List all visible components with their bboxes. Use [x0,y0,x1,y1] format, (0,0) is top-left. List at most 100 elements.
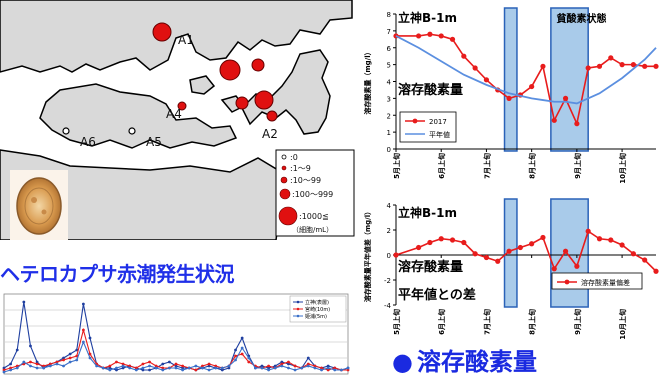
red-tide-map: A1 A2 A4 A5 A6 :0 :1～9 :10～99 :100～999 :… [0,0,360,241]
data-point [227,364,231,368]
legend-label: :10～99 [290,176,321,185]
data-point [529,83,535,90]
do-caption: ● 溶存酸素量 [392,342,537,377]
legend-marker [296,307,300,311]
data-point [346,366,350,370]
data-point [483,77,490,83]
data-point [174,364,178,368]
data-point [141,366,145,370]
data-point [551,266,557,272]
legend-label: :100～999 [292,190,333,199]
legend-marker [412,118,418,124]
cell-density-chart: 立神(表層) 宮崎(10m) 姫浦(5m) [0,288,352,382]
x-tick-label: 6月上旬 [437,309,446,335]
data-point [62,358,65,362]
station-label: A5 [146,135,162,149]
y-tick-label: 3 [387,95,391,103]
island-1 [189,75,216,95]
data-point [240,336,244,340]
data-point [240,352,244,356]
data-point [293,364,297,368]
legend-unit: （細胞/mL） [292,225,333,234]
legend-label: 立神(表層) [305,299,329,306]
data-point [234,358,237,362]
shaded-region [550,7,589,152]
data-point [121,366,125,370]
data-point [653,268,659,274]
data-point [35,360,39,364]
data-point [22,360,26,364]
data-point [128,366,132,370]
data-point [68,352,72,356]
data-point [81,302,85,306]
data-point [115,368,118,372]
data-point [214,366,218,370]
data-point [29,360,32,364]
data-point [306,356,310,360]
data-point [68,360,72,364]
legend-marker [564,279,570,285]
data-point [42,364,46,368]
x-tick-label: 5月上旬 [392,309,401,335]
data-point [42,366,46,370]
legend-marker [296,300,300,304]
data-point [562,248,569,254]
y-tick-label: 4 [387,202,392,210]
data-point [207,368,211,372]
x-tick-label: 10月上旬 [618,153,627,184]
data-point [280,364,284,368]
data-point [472,65,478,71]
data-point [148,368,151,372]
do-chart-top: 0 1 2 3 4 5 6 7 8 5月上旬 6月上旬 7月上旬 8月上旬 9月上旬 10月上旬 溶存酸素量（… [358,0,663,185]
legend-label: 宮崎(10m) [305,306,330,313]
data-point [300,366,304,370]
data-point [333,368,337,372]
data-point [326,368,330,372]
data-point [154,366,158,370]
data-point [273,364,277,368]
data-point [141,368,145,372]
data-point [167,360,171,364]
data-point [529,241,535,247]
data-point [15,366,19,370]
y-tick-label: 2 [387,227,391,235]
data-point [128,364,132,368]
data-point [461,53,467,59]
data-point [9,362,13,366]
data-point [121,362,125,366]
station-marker [251,58,265,72]
data-point [506,248,512,254]
data-point [642,257,648,263]
y-tick-label: 7 [387,28,391,36]
data-point [438,33,444,39]
data-point [320,366,323,370]
data-point [108,368,112,372]
data-point [287,366,290,370]
data-point [115,360,118,364]
data-point [9,368,13,372]
shaded-region [550,198,589,308]
y-tick-label: 5 [387,62,391,70]
data-point [585,228,591,234]
data-point [161,362,165,366]
x-tick-label: 10月上旬 [618,309,627,340]
data-point [194,368,198,372]
data-point [562,95,569,101]
data-point [306,362,310,366]
do-caption-text: 溶存酸素量 [416,348,537,376]
data-point [313,366,317,370]
data-point [68,356,72,360]
data-point [167,366,171,370]
y-axis-label: 溶存酸素量（mg/l） [363,48,372,114]
x-tick-label: 8月上旬 [528,309,537,335]
data-point [653,63,659,69]
x-tick-label: 6月上旬 [437,153,446,179]
data-point [416,33,422,39]
legend-label: 溶存酸素量偏差 [581,278,630,287]
data-point [280,362,284,366]
data-point [81,340,85,344]
data-point [108,366,112,370]
data-point [88,336,92,340]
data-point [427,239,433,246]
legend-label: 2017 [429,118,447,126]
